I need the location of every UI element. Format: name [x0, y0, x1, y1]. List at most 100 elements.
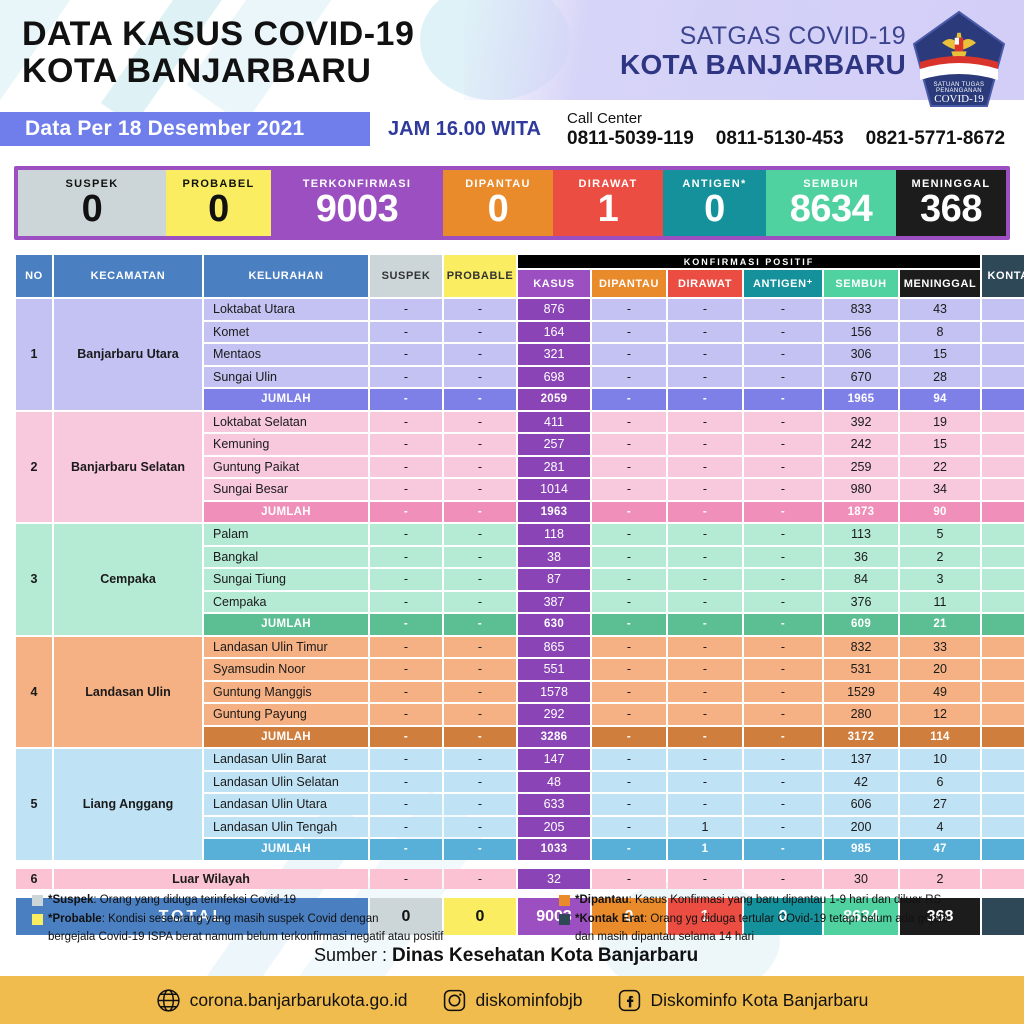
call-center-label: Call Center: [567, 110, 643, 127]
cell-suspek: -: [370, 591, 442, 612]
cell-sembuh: 36: [824, 546, 898, 567]
cell-kontak: -: [982, 546, 1024, 567]
cell-sum-dirawat: 1: [668, 839, 742, 860]
stat-label: DIRAWAT: [578, 178, 638, 191]
source-value: Dinas Kesehatan Kota Banjarbaru: [392, 945, 699, 966]
cell-antigen: -: [744, 299, 822, 320]
cell-suspek: -: [370, 299, 442, 320]
cell-dirawat: -: [668, 569, 742, 590]
cell-kontak: -: [982, 681, 1024, 702]
cell-antigen: -: [744, 524, 822, 545]
cell-kontak: -: [982, 344, 1024, 365]
kontak-erat-swatch-icon: [559, 913, 570, 925]
cell-sembuh: 980: [824, 479, 898, 500]
cell-kecamatan: Banjarbaru Utara: [54, 299, 202, 410]
cell-dirawat: -: [668, 411, 742, 432]
cell-suspek: -: [370, 479, 442, 500]
cell-dipantau: -: [592, 868, 666, 889]
spacer-cell: [16, 862, 1024, 867]
page-title: DATA KASUS COVID-19 KOTA BANJARBARU: [22, 15, 414, 91]
time-label: JAM 16.00 WITA: [388, 118, 541, 140]
cell-kasus: 865: [518, 636, 590, 657]
stat-card-dirawat: DIRAWAT 1: [553, 170, 663, 236]
table-row: 4 Landasan Ulin Landasan Ulin Timur - -865- -…: [16, 636, 1024, 747]
footer-instagram[interactable]: diskominfobjb: [442, 988, 583, 1013]
summary-stat-bar: SUSPEK 0 PROBABEL 0 TERKONFIRMASI 9003 DIPANTA…: [14, 166, 1010, 240]
cell-probable: -: [444, 344, 516, 365]
cell-sum-kasus: 1033: [518, 839, 590, 860]
table-row: Sungai Tiung--87---843-: [16, 569, 1024, 590]
stat-value: 0: [208, 188, 229, 231]
th-no: NO: [16, 255, 52, 297]
cell-sembuh: 259: [824, 456, 898, 477]
cell-suspek: -: [370, 546, 442, 567]
cell-kasus: 292: [518, 704, 590, 725]
footer-website[interactable]: corona.banjarbarukota.go.id: [156, 988, 408, 1013]
cell-meninggal: 49: [900, 681, 981, 702]
cell-kelurahan: Landasan Ulin Barat: [204, 749, 368, 770]
cell-sum-kasus: 3286: [518, 726, 590, 747]
cell-sum-kontak: -: [982, 726, 1024, 747]
data-date-badge: Data Per 18 Desember 2021: [0, 112, 370, 146]
stat-value: 0: [81, 188, 103, 231]
cell-kecamatan: Liang Anggang: [54, 749, 202, 860]
cell-meninggal: 19: [900, 411, 981, 432]
cell-probable: -: [444, 366, 516, 387]
cell-antigen: -: [744, 794, 822, 815]
cell-antigen: -: [744, 456, 822, 477]
cell-dirawat: -: [668, 434, 742, 455]
table-body: 1 Banjarbaru Utara Loktabat Utara - -876- - -8…: [16, 299, 1024, 935]
table-row: Bangkal--38---362-: [16, 546, 1024, 567]
cell-sum-meninggal: 47: [900, 839, 981, 860]
th-kontak-erat: KONTAK ERAT: [982, 255, 1024, 297]
stat-value: 368: [920, 188, 982, 231]
cell-antigen: -: [744, 816, 822, 837]
cell-sembuh: 832: [824, 636, 898, 657]
cell-probable: -: [444, 299, 516, 320]
cell-sembuh: 392: [824, 411, 898, 432]
cell-dipantau: -: [592, 704, 666, 725]
cell-suspek: -: [370, 749, 442, 770]
cell-kasus: 48: [518, 771, 590, 792]
logo-text-satuan-tugas: SATUAN TUGAS: [934, 82, 985, 88]
footer-facebook[interactable]: Diskominfo Kota Banjarbaru: [617, 988, 869, 1013]
note-suspek-text: : Orang yang diduga terinfeksi Covid-19: [93, 894, 297, 906]
cell-probable: -: [444, 569, 516, 590]
satgas-line-1: SATGAS COVID-19: [679, 22, 906, 50]
cell-sum-dipantau: -: [592, 726, 666, 747]
cell-kontak: -: [982, 794, 1024, 815]
note-suspek: *Suspek: Orang yang diduga terinfeksi Co…: [32, 893, 552, 909]
cell-dipantau: -: [592, 771, 666, 792]
stat-label: MENINGGAL: [911, 178, 991, 191]
stat-label: PROBABEL: [182, 178, 255, 191]
cell-sum-probable: -: [444, 726, 516, 747]
cell-kontak: -: [982, 524, 1024, 545]
cell-sum-meninggal: 94: [900, 389, 981, 410]
cell-kasus: 38: [518, 546, 590, 567]
cell-jumlah-label: JUMLAH: [204, 614, 368, 635]
cell-kelurahan: Mentaos: [204, 344, 368, 365]
cell-sum-dirawat: -: [668, 614, 742, 635]
cell-meninggal: 6: [900, 771, 981, 792]
cell-dirawat: -: [668, 591, 742, 612]
footer-facebook-label: Diskominfo Kota Banjarbaru: [650, 989, 869, 1010]
cell-meninggal: 43: [900, 299, 981, 320]
cell-antigen: -: [744, 868, 822, 889]
th-konfirmasi-positif: KONFIRMASI POSITIF: [518, 255, 981, 268]
note-kontak-term: *Kontak Erat: [575, 912, 645, 925]
cell-kontak: -: [982, 749, 1024, 770]
cell-total-dirawat: 1: [668, 898, 742, 935]
cell-sembuh: 376: [824, 591, 898, 612]
cell-kelurahan: Cempaka: [204, 591, 368, 612]
cell-sum-kontak: -: [982, 389, 1024, 410]
notes-left-column: *Suspek: Orang yang diduga terinfeksi Co…: [32, 893, 552, 946]
cell-meninggal: 27: [900, 794, 981, 815]
cell-no: 6: [16, 868, 52, 889]
cell-sum-dipantau: -: [592, 839, 666, 860]
cell-probable: -: [444, 749, 516, 770]
cell-kasus: 876: [518, 299, 590, 320]
